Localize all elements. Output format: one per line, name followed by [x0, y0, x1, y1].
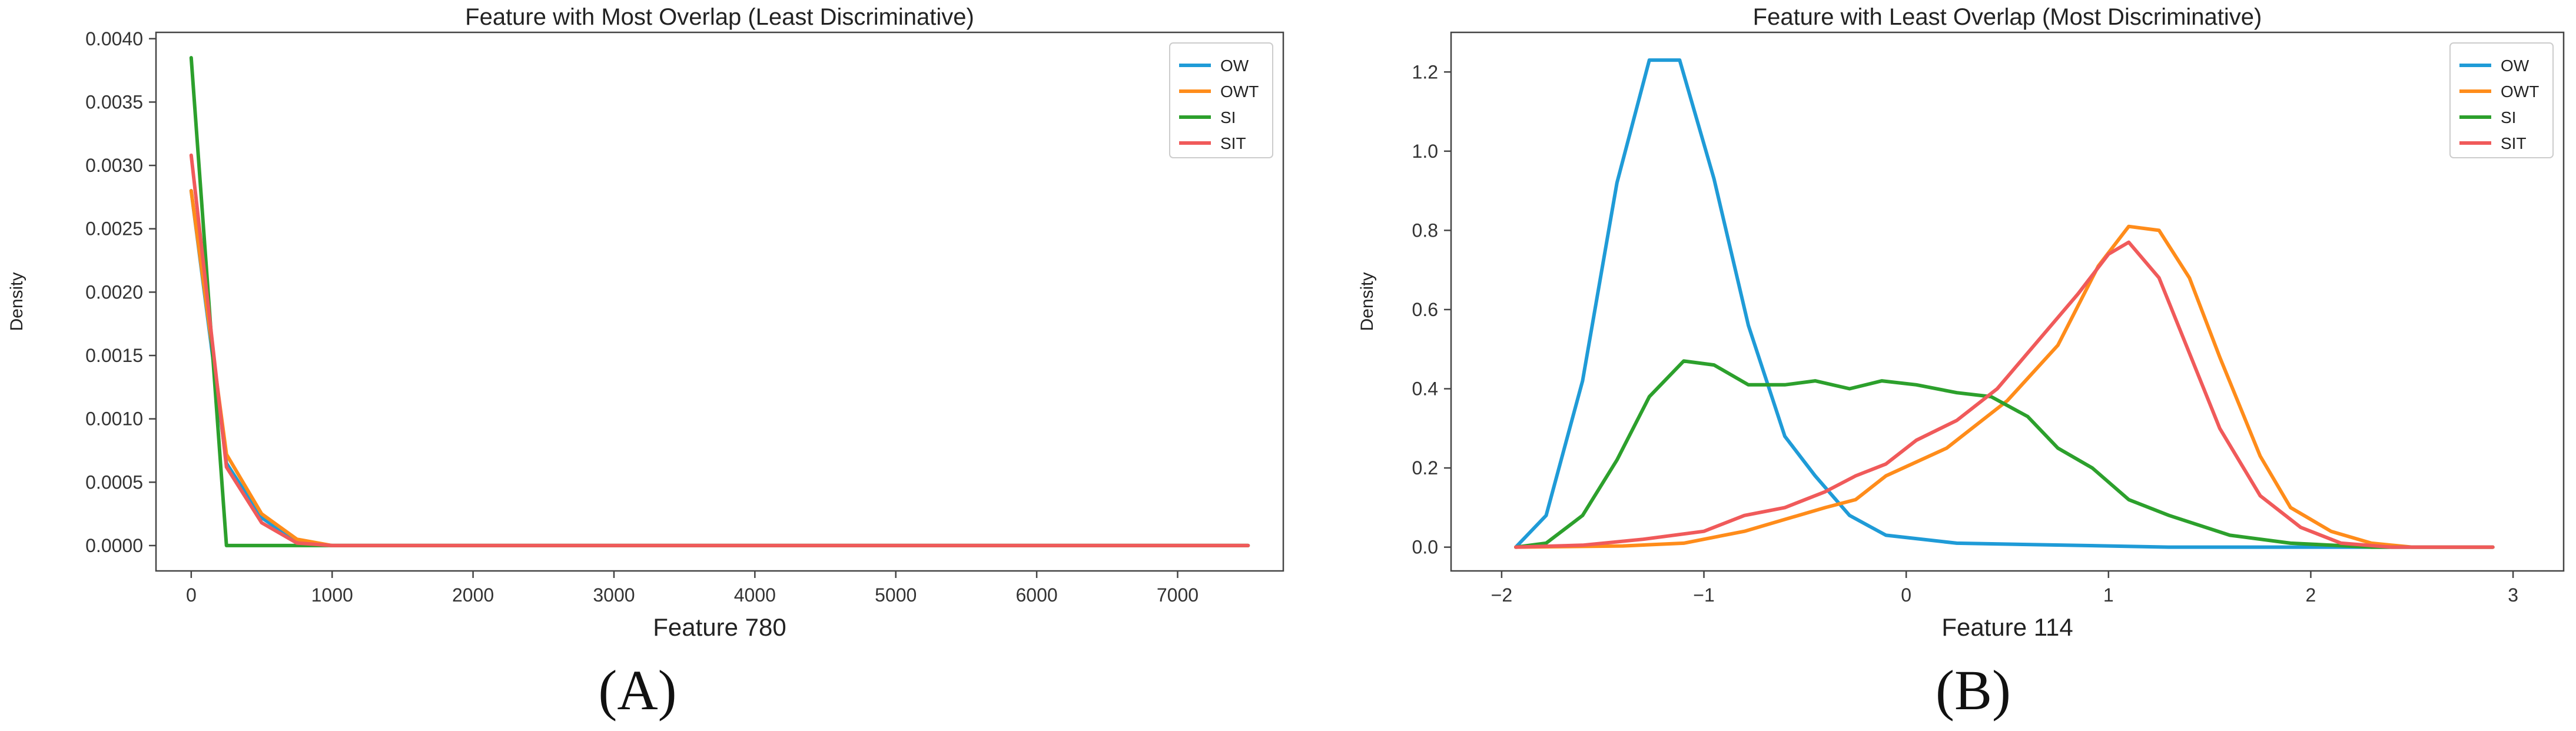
chart-panel-a: Feature with Most Overlap (Least Discrim… [7, 4, 1284, 722]
y-tick-label: 0.6 [1412, 299, 1438, 320]
legend-label-owt: OWT [1220, 82, 1259, 101]
x-tick-label: −1 [1693, 584, 1714, 606]
y-tick-label: 0.0010 [85, 408, 143, 430]
y-tick-label: 0.0 [1412, 537, 1438, 558]
x-tick-label: 1 [2103, 584, 2114, 606]
legend: OW OWT SI SIT [2449, 42, 2554, 158]
legend-box [1169, 42, 1273, 158]
y-tick-label: 0.0020 [85, 281, 143, 303]
series-line-owt [1514, 224, 2495, 549]
x-tick-label: 6000 [1016, 584, 1058, 606]
series-line-si [1514, 359, 2495, 549]
x-tick-label: 2 [2306, 584, 2316, 606]
legend-box [2449, 42, 2554, 158]
x-axis-label: Feature 780 [653, 613, 786, 641]
x-tick-label: −2 [1491, 584, 1512, 606]
x-tick-label: 4000 [734, 584, 776, 606]
y-tick-label: 1.2 [1412, 61, 1438, 82]
y-tick-label: 0.4 [1412, 378, 1438, 400]
y-tick-label: 0.0015 [85, 345, 143, 366]
y-axis-label: Density [1357, 272, 1377, 331]
y-tick-label: 0.8 [1412, 220, 1438, 241]
series-line-sit [1514, 240, 2495, 549]
x-tick-label: 1000 [311, 584, 353, 606]
legend-label-owt: OWT [2501, 82, 2539, 101]
panel-letter: (A) [598, 659, 676, 722]
x-axis-label: Feature 114 [1941, 613, 2073, 641]
plot-frame [1450, 31, 2565, 572]
legend-label-si: SI [1220, 108, 1236, 127]
x-tick-label: 0 [186, 584, 197, 606]
legend-label-sit: SIT [1220, 134, 1246, 152]
x-tick-label: 3 [2508, 584, 2518, 606]
x-tick-label: 0 [1901, 584, 1911, 606]
series-line-ow [189, 189, 1250, 547]
chart-panel-b: Feature with Least Overlap (Most Discrim… [1357, 4, 2565, 722]
series-line-sit [189, 153, 1250, 547]
plot-frame [155, 31, 1284, 572]
legend-label-ow: OW [2501, 57, 2529, 75]
y-tick-label: 0.0040 [85, 28, 143, 49]
y-tick-label: 0.0005 [85, 471, 143, 493]
chart-title: Feature with Least Overlap (Most Discrim… [1753, 4, 2262, 30]
legend-label-sit: SIT [2501, 134, 2527, 152]
y-tick-label: 0.2 [1412, 457, 1438, 479]
y-tick-label: 0.0035 [85, 91, 143, 112]
y-tick-label: 1.0 [1412, 141, 1438, 162]
legend: OW OWT SI SIT [1169, 42, 1273, 158]
series-line-si [189, 56, 1250, 547]
y-tick-label: 0.0025 [85, 218, 143, 240]
series-line-ow [1514, 58, 2495, 549]
series-line-owt [189, 189, 1250, 547]
chart-title: Feature with Most Overlap (Least Discrim… [465, 4, 974, 30]
legend-label-si: SI [2501, 108, 2516, 127]
x-tick-label: 7000 [1157, 584, 1199, 606]
x-tick-label: 5000 [875, 584, 917, 606]
y-axis-label: Density [7, 272, 26, 331]
x-tick-label: 2000 [452, 584, 494, 606]
panel-letter: (B) [1936, 659, 2011, 722]
y-tick-label: 0.0030 [85, 155, 143, 176]
legend-label-ow: OW [1220, 57, 1249, 75]
y-tick-label: 0.0000 [85, 535, 143, 556]
x-tick-label: 3000 [593, 584, 635, 606]
